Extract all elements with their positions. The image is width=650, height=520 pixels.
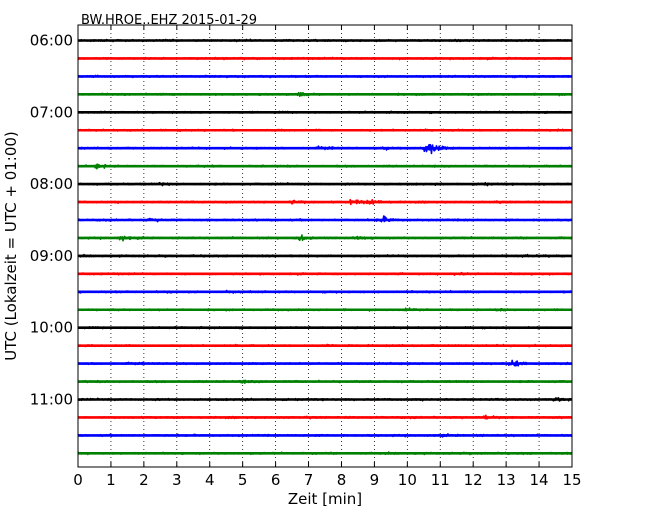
x-tick-label: 15 — [562, 471, 581, 489]
plot-frame — [77, 24, 573, 468]
axis-ticks: 0 1 2 3 4 5 6 7 8 9 10 11 12 13 14 1506:0007:0008:0009:… — [30, 25, 582, 489]
seismic-traces — [77, 38, 573, 456]
x-tick-label: 11 — [431, 471, 450, 489]
chart-title: BW.HROE..EHZ 2015-01-29 — [81, 13, 257, 28]
y-tick-label: 08:00 — [30, 175, 73, 193]
y-tick-label: 07:00 — [30, 103, 73, 121]
x-tick-label: 9 — [370, 471, 380, 489]
y-tick-label: 11:00 — [30, 391, 73, 409]
x-tick-label: 10 — [398, 471, 417, 489]
x-tick-label: 4 — [205, 471, 215, 489]
x-tick-label: 2 — [139, 471, 149, 489]
x-tick-label: 8 — [337, 471, 347, 489]
y-tick-label: 06:00 — [30, 32, 73, 50]
x-axis-label: Zeit [min] — [288, 490, 362, 508]
x-tick-label: 6 — [271, 471, 281, 489]
y-axis-label: UTC (Lokalzeit = UTC + 01:00) — [2, 131, 20, 361]
x-tick-label: 7 — [304, 471, 314, 489]
y-tick-label: 09:00 — [30, 247, 73, 265]
x-tick-label: 13 — [497, 471, 516, 489]
y-tick-label: 10:00 — [30, 319, 73, 337]
x-tick-label: 3 — [172, 471, 182, 489]
x-tick-label: 0 — [73, 471, 83, 489]
x-tick-label: 14 — [530, 471, 549, 489]
x-tick-label: 1 — [106, 471, 116, 489]
grid-lines — [110, 25, 540, 467]
x-tick-label: 5 — [238, 471, 248, 489]
x-tick-label: 12 — [464, 471, 483, 489]
